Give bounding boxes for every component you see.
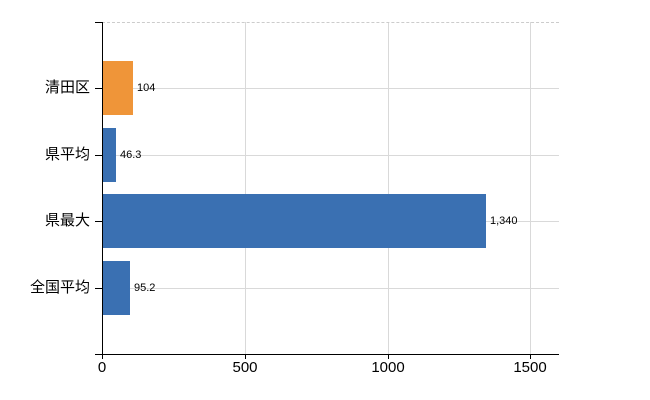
bar-0 <box>103 61 133 115</box>
y-axis-top-tick <box>95 22 102 23</box>
x-tick-label-1000: 1000 <box>371 359 405 376</box>
bar-1 <box>103 128 116 182</box>
x-axis-tick-1000 <box>388 354 389 359</box>
x-axis-tick-1500 <box>530 354 531 359</box>
bar-value-label-3: 95.2 <box>134 282 156 294</box>
category-label-0: 清田区 <box>44 79 90 96</box>
x-axis-line <box>95 354 559 355</box>
x-tick-label-500: 500 <box>232 359 258 376</box>
vertical-gridline-500 <box>245 22 246 354</box>
horizontal-gridline-1 <box>102 155 559 156</box>
y-axis-tick-0 <box>95 88 102 89</box>
vertical-gridline-1000 <box>388 22 389 354</box>
x-axis-tick-0 <box>102 354 103 359</box>
x-tick-label-0: 0 <box>97 359 107 376</box>
bar-value-label-0: 104 <box>137 82 156 94</box>
category-label-2: 県最大 <box>44 212 90 229</box>
bar-2 <box>103 194 486 248</box>
y-axis-line <box>102 22 103 355</box>
bar-value-label-1: 46.3 <box>120 149 142 161</box>
category-label-3: 全国平均 <box>29 279 90 296</box>
bar-value-label-2: 1,340 <box>490 215 518 227</box>
horizontal-gridline-3 <box>102 288 559 289</box>
x-axis-tick-500 <box>245 354 246 359</box>
plot-top-border <box>102 22 559 23</box>
y-axis-tick-1 <box>95 155 102 156</box>
x-tick-label-1500: 1500 <box>513 359 547 376</box>
horizontal-gridline-0 <box>102 88 559 89</box>
y-axis-tick-3 <box>95 288 102 289</box>
vertical-gridline-1500 <box>530 22 531 354</box>
category-label-1: 県平均 <box>44 146 90 163</box>
y-axis-tick-2 <box>95 221 102 222</box>
bar-3 <box>103 261 130 315</box>
